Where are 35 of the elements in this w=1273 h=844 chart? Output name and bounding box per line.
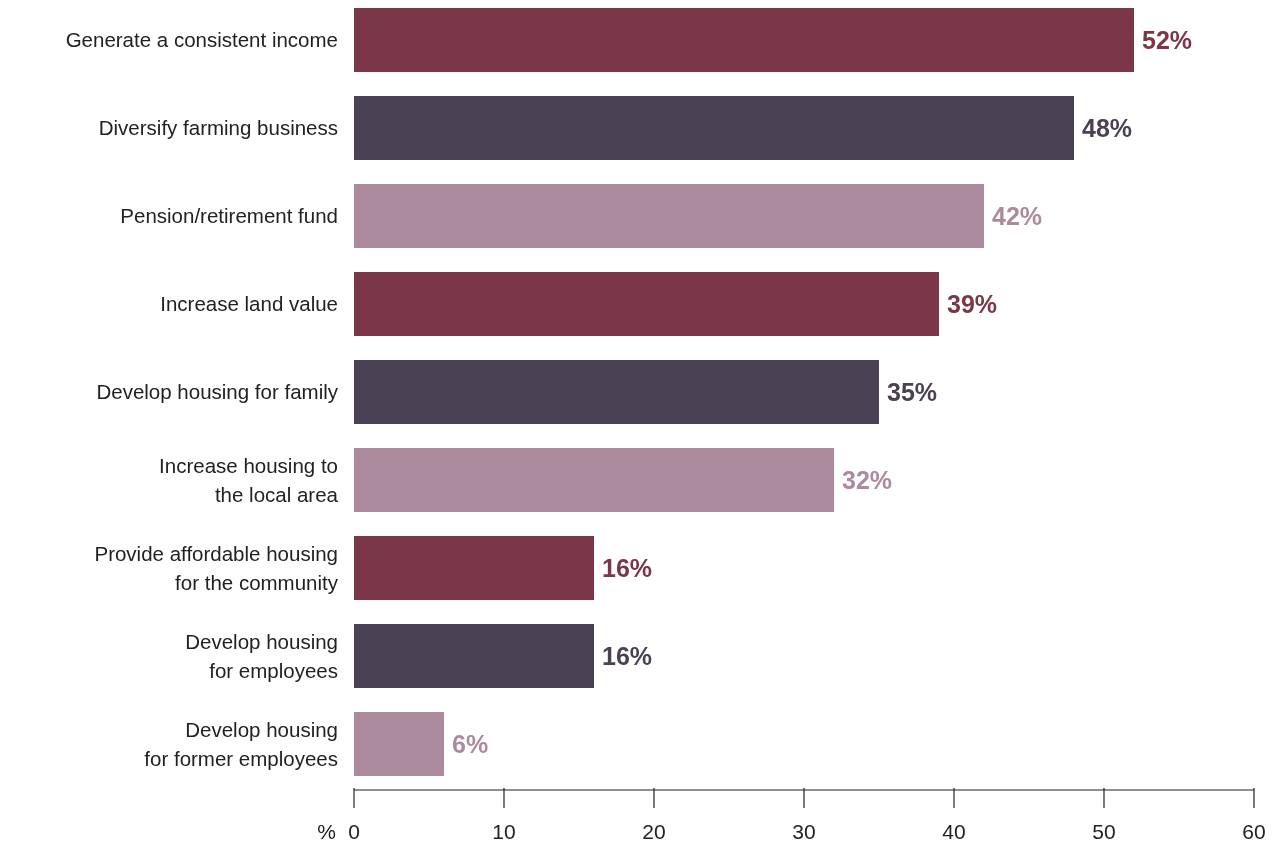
data-label: 6% <box>452 729 489 758</box>
data-label: 48% <box>1082 113 1133 142</box>
bar <box>354 536 594 600</box>
y-tick-label: Generate a consistent income <box>65 28 338 52</box>
x-tick-label: 0 <box>348 820 360 844</box>
y-tick-label: Develop housing for employees <box>185 629 338 682</box>
data-label: 32% <box>842 465 893 494</box>
data-label: 39% <box>947 289 998 318</box>
data-label: 35% <box>887 377 938 406</box>
x-tick-label: 60 <box>1242 820 1266 844</box>
y-tick-label: Increase housing to the local area <box>159 453 339 506</box>
bar <box>354 96 1074 160</box>
bar <box>354 8 1134 72</box>
y-tick-label: Provide affordable housing for the community <box>94 541 339 594</box>
x-tick-label: 40 <box>942 820 966 844</box>
data-label: 42% <box>992 201 1043 230</box>
y-tick-label: Diversify farming business <box>98 116 338 140</box>
y-tick-label: Increase land value <box>160 292 338 316</box>
data-label: 16% <box>602 553 653 582</box>
bar <box>354 624 594 688</box>
data-label: 16% <box>602 641 653 670</box>
bar <box>354 360 879 424</box>
bar <box>354 448 834 512</box>
x-tick-label: 20 <box>642 820 666 844</box>
bar <box>354 712 444 776</box>
x-axis-title: % <box>317 820 336 844</box>
y-tick-label: Develop housing for former employees <box>144 717 338 770</box>
bar <box>354 272 939 336</box>
x-tick-label: 50 <box>1092 820 1116 844</box>
y-tick-label: Develop housing for family <box>96 380 339 404</box>
x-tick-label: 10 <box>492 820 516 844</box>
data-label: 52% <box>1142 25 1193 54</box>
y-tick-label: Pension/retirement fund <box>120 204 338 228</box>
bar <box>354 184 984 248</box>
x-tick-label: 30 <box>792 820 816 844</box>
